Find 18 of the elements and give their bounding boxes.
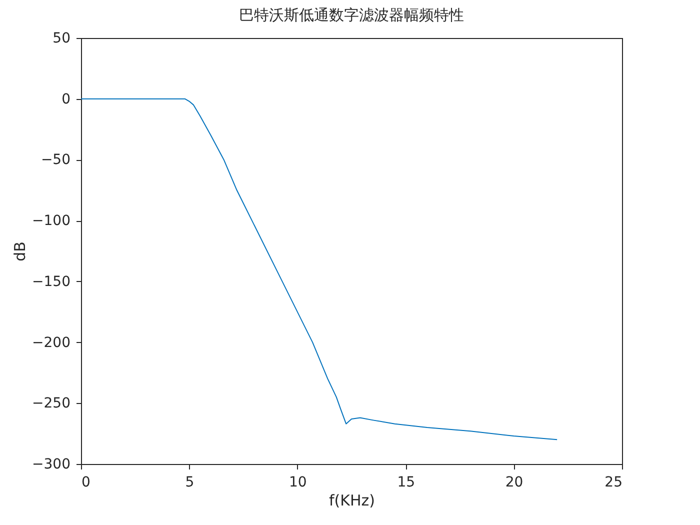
x-tick-label: 0 [82, 474, 90, 490]
y-tick-label: 50 [52, 30, 70, 46]
y-tick-label: −200 [32, 334, 70, 351]
y-tick-label: −100 [32, 213, 70, 230]
x-tick-label: 25 [604, 474, 622, 490]
x-tick-label: 5 [185, 474, 194, 490]
y-tick-label: 0 [62, 91, 70, 108]
y-tick-label: −300 [32, 456, 70, 472]
x-tick-label: 20 [505, 474, 524, 490]
y-axis-title: dB [11, 242, 30, 262]
y-tick-label: −250 [32, 396, 70, 412]
line-series [81, 98, 558, 440]
chart-title: 巴特沃斯低通数字滤波器幅频特性 [239, 6, 464, 24]
x-tick-label: 10 [288, 474, 307, 490]
y-tick-label: −50 [40, 152, 70, 168]
x-tick-label: 15 [397, 474, 416, 490]
x-axis-title: f(KHz) [329, 492, 375, 510]
y-tick-label: −150 [32, 274, 70, 290]
